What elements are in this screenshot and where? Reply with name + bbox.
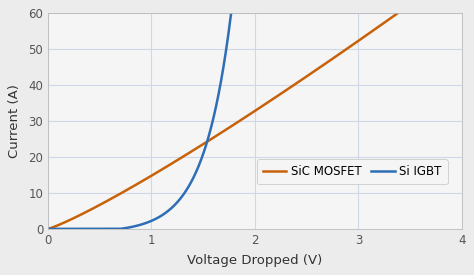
SiC MOSFET <box>236 120 241 123</box>
SiC MOSFET <box>246 113 252 116</box>
X-axis label: Voltage Dropped (V): Voltage Dropped (V) <box>187 254 323 267</box>
Legend: SiC MOSFET, Si IGBT: SiC MOSFET, Si IGBT <box>257 159 448 184</box>
SiC MOSFET <box>45 227 51 230</box>
Si IGBT <box>71 227 77 230</box>
SiC MOSFET <box>371 28 377 32</box>
Si IGBT <box>228 12 234 15</box>
Si IGBT <box>86 227 91 230</box>
Si IGBT <box>98 227 104 230</box>
Si IGBT <box>136 224 141 227</box>
Si IGBT <box>152 218 158 221</box>
Line: SiC MOSFET: SiC MOSFET <box>48 0 462 229</box>
SiC MOSFET <box>66 219 72 222</box>
Si IGBT <box>45 227 51 230</box>
Line: Si IGBT: Si IGBT <box>48 13 231 229</box>
Si IGBT <box>164 210 170 214</box>
Y-axis label: Current (A): Current (A) <box>9 84 21 158</box>
